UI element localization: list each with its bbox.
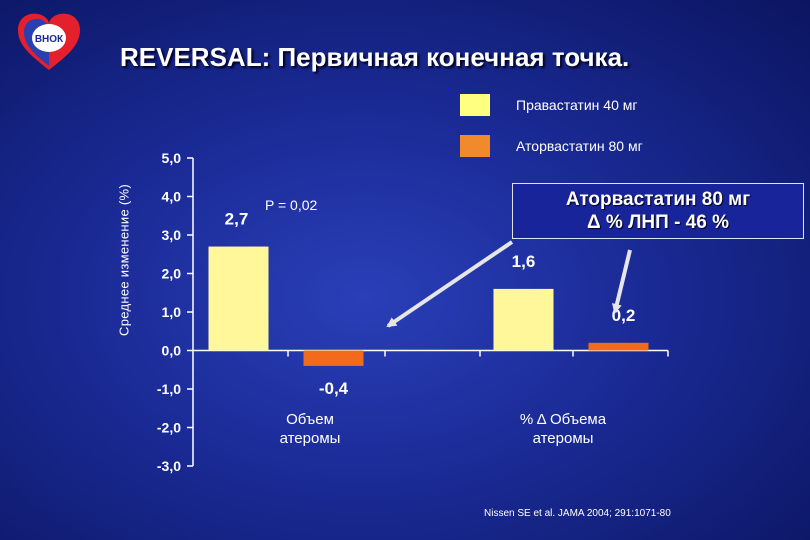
y-tick-label: 0,0 [162,343,182,359]
logo-text: ВНОК [35,34,64,45]
legend-item-pravastatin: Правастатин 40 мг [460,93,637,117]
source-citation: Nissen SE et al. JAMA 2004; 291:1071-80 [484,508,671,519]
y-tick-label: 2,0 [162,266,182,282]
bar-value-label: -0,4 [319,379,349,398]
arrow-to-atheroma-volume [386,240,514,328]
legend-item-atorvastatin: Аторвастатин 80 мг [460,134,643,158]
bar-value-label: 1,6 [512,252,536,271]
chart-plot-area: 5,0 4,0 3,0 2,0 1,0 0,0 -1,0 -2,0 -3,0 2,7 1,6 -0,4… [157,150,669,474]
y-tick-label: 3,0 [162,227,182,243]
y-tick-label: 4,0 [162,189,182,205]
y-tick-label: -2,0 [157,420,181,436]
annotation-p-value: P = 0,02 [265,197,318,213]
bar-value-label: 2,7 [225,210,249,229]
legend-label-pravastatin: Правастатин 40 мг [516,97,638,113]
category-label: % Δ Объема атеромы [520,411,607,447]
callout-line-1: Аторвастатин 80 мг [565,189,751,210]
vnok-logo: ВНОК [18,13,80,70]
legend-swatch-pravastatin [460,94,490,116]
legend-swatch-atorvastatin [460,135,490,157]
callout-line-2: Δ % ЛНП - 46 % [586,212,729,233]
category-label: Объем атеромы [280,411,341,447]
callout-box: Аторвастатин 80 мг Δ % ЛНП - 46 % [512,183,804,239]
bar-pravastatin [493,288,554,351]
y-tick-label: -3,0 [157,458,181,474]
y-tick-label: 5,0 [162,150,182,166]
arrow-to-atorvastatin-bar [612,249,632,314]
y-tick-label: 1,0 [162,304,182,320]
y-tick-label: -1,0 [157,381,181,397]
legend-label-atorvastatin: Аторвастатин 80 мг [516,138,643,154]
slide-title: REVERSAL: Первичная конечная точка. [120,42,630,72]
bar-atorvastatin [303,350,364,366]
bar-atorvastatin [588,342,649,351]
bar-pravastatin [208,246,269,351]
logo-center-disc [32,24,66,52]
